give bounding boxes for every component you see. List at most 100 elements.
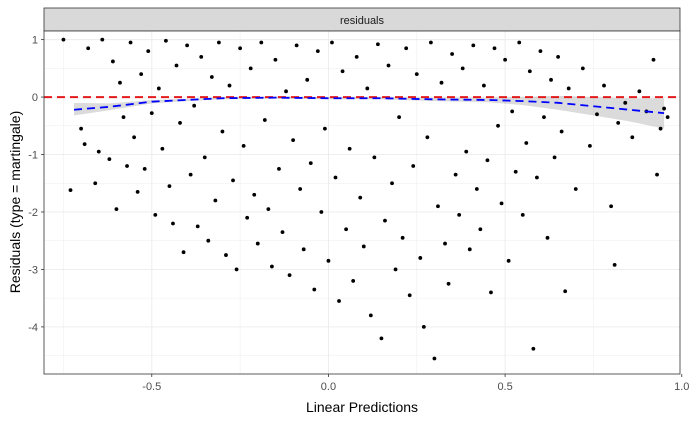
data-point	[294, 43, 299, 48]
data-point	[482, 83, 486, 88]
data-point	[432, 356, 437, 361]
data-point	[467, 247, 472, 252]
data-point	[156, 86, 161, 91]
data-point	[61, 37, 66, 42]
x-tick-label: 1.0	[674, 381, 689, 393]
data-point	[192, 103, 197, 108]
data-point	[457, 212, 462, 217]
data-point	[280, 230, 285, 234]
data-point	[213, 198, 218, 203]
data-point	[301, 247, 306, 252]
data-point	[319, 210, 324, 214]
panel-border	[43, 30, 681, 375]
data-point	[612, 262, 617, 267]
data-point	[400, 235, 405, 240]
data-point	[404, 46, 409, 51]
data-point	[181, 250, 186, 255]
data-point	[202, 155, 207, 160]
data-point	[397, 115, 401, 120]
data-point	[496, 123, 500, 128]
data-point	[662, 106, 666, 111]
data-point	[580, 66, 585, 71]
y-axis: 1 0 -1 -2 -3 -4	[28, 35, 44, 334]
data-point	[535, 175, 539, 180]
data-point	[368, 313, 373, 318]
data-point	[315, 49, 320, 54]
data-point	[506, 258, 511, 263]
data-point	[262, 118, 267, 122]
data-point	[273, 57, 278, 62]
data-point	[549, 77, 553, 82]
x-axis-title: Linear Predictions	[306, 399, 418, 415]
data-point	[100, 37, 105, 42]
data-point	[460, 66, 465, 71]
data-point	[411, 164, 416, 168]
data-point	[439, 80, 444, 85]
data-point	[298, 187, 303, 191]
data-point	[231, 178, 235, 183]
data-point	[414, 72, 419, 76]
data-point	[305, 77, 310, 82]
data-point	[195, 224, 200, 229]
data-point	[86, 46, 91, 51]
data-point	[111, 59, 115, 64]
data-point	[227, 83, 232, 88]
x-tick-label: 0.5	[497, 381, 512, 393]
data-point	[559, 129, 564, 134]
facet-strip: residuals	[43, 7, 681, 32]
data-point	[450, 52, 454, 56]
data-point	[326, 258, 331, 263]
data-point	[637, 89, 642, 94]
data-point	[270, 264, 274, 269]
data-point	[376, 42, 380, 47]
gridlines	[44, 31, 680, 374]
data-point	[510, 109, 515, 114]
data-point	[524, 141, 529, 145]
data-point	[291, 138, 295, 143]
data-point	[128, 40, 133, 45]
data-point	[153, 212, 158, 217]
data-point	[252, 192, 257, 197]
data-point	[118, 80, 122, 85]
data-point	[185, 43, 190, 48]
data-point	[217, 40, 221, 45]
smooth-trend-line	[73, 96, 665, 115]
data-point	[333, 175, 338, 180]
data-point	[93, 181, 98, 186]
data-point	[188, 172, 193, 177]
x-axis: -0.5 0.0 0.5 1.0	[142, 374, 689, 393]
data-point	[224, 253, 228, 257]
data-point	[125, 164, 129, 168]
data-point	[96, 149, 101, 154]
data-point	[178, 121, 182, 125]
data-point	[436, 204, 440, 209]
data-point	[206, 238, 211, 243]
data-point	[573, 187, 578, 191]
data-point	[517, 40, 522, 45]
data-point	[464, 149, 469, 154]
data-point	[199, 54, 204, 59]
plot-panel	[44, 31, 680, 374]
data-point	[379, 336, 384, 341]
smooth-confidence-band	[74, 95, 665, 129]
data-point	[489, 290, 493, 295]
y-tick-label: -3	[28, 264, 38, 276]
data-point	[135, 189, 140, 194]
data-point	[160, 146, 165, 151]
data-point	[337, 299, 341, 303]
y-tick-label: -1	[28, 150, 38, 162]
data-point	[651, 57, 656, 62]
data-point	[167, 184, 172, 189]
y-tick-label: 1	[32, 35, 38, 47]
data-point	[277, 166, 281, 171]
data-point	[354, 54, 359, 59]
data-point	[79, 126, 83, 131]
data-point	[139, 72, 144, 76]
data-point	[323, 126, 327, 131]
data-point	[68, 188, 73, 193]
data-point	[347, 146, 352, 151]
x-tick-label: -0.5	[142, 381, 161, 393]
data-point	[566, 86, 571, 91]
data-point	[478, 227, 483, 232]
